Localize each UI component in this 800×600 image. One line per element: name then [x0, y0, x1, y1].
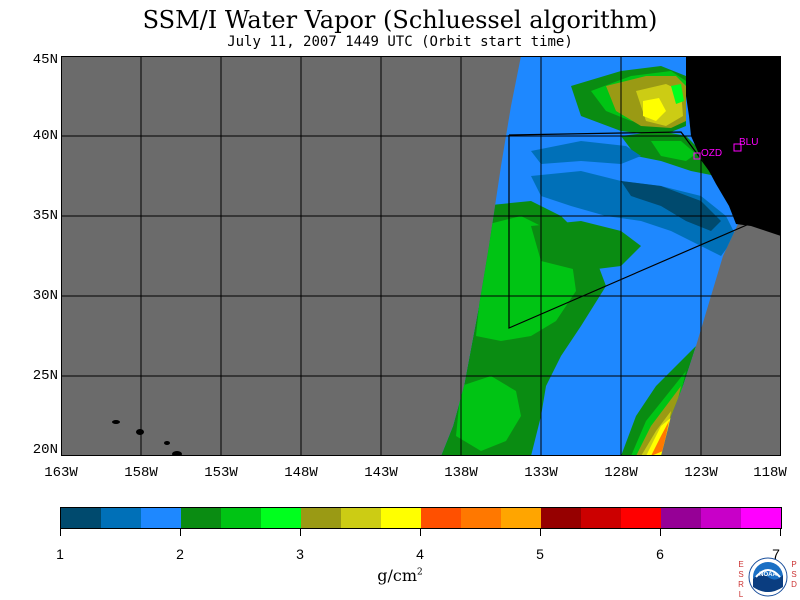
colorbar-swatch	[261, 508, 301, 528]
colorbar-tick-mark	[300, 528, 301, 536]
colorbar-swatch	[301, 508, 341, 528]
colorbar-tick-2: 2	[176, 546, 184, 562]
colorbar-swatch	[581, 508, 621, 528]
station-label-blu: BLU	[739, 137, 758, 148]
colorbar-tick-mark	[420, 528, 421, 536]
colorbar-swatch	[381, 508, 421, 528]
island	[136, 429, 144, 435]
unit-exponent: 2	[417, 567, 423, 578]
station-marker-ozd	[693, 152, 701, 160]
station-label-ozd: OZD	[701, 148, 722, 159]
lon-label-123w: 123W	[684, 465, 718, 481]
colorbar-swatch	[461, 508, 501, 528]
colorbar-swatch	[701, 508, 741, 528]
lon-label-118w: 118W	[753, 465, 787, 481]
noaa-logo-text: NOAA	[759, 572, 777, 578]
colorbar-swatch	[501, 508, 541, 528]
lat-label-35n: 35N	[32, 208, 58, 224]
map-title: SSM/I Water Vapor (Schluessel algorithm)	[142, 6, 658, 34]
colorbar-swatch	[141, 508, 181, 528]
lon-label-153w: 153W	[204, 465, 238, 481]
lon-label-138w: 138W	[444, 465, 478, 481]
colorbar-swatch	[61, 508, 101, 528]
colorbar-tick-mark	[660, 528, 661, 536]
colorbar-tick-7: 7	[772, 546, 780, 562]
colorbar-tick-4: 4	[416, 546, 424, 562]
grid-lines	[61, 56, 781, 456]
island	[112, 420, 120, 424]
colorbar-swatch	[421, 508, 461, 528]
lat-label-20n: 20N	[32, 442, 58, 458]
colorbar-unit: g/cm2	[0, 566, 800, 585]
colorbar-tick-3: 3	[296, 546, 304, 562]
colorbar-swatch	[661, 508, 701, 528]
lat-label-25n: 25N	[32, 368, 58, 384]
colorbar-swatch	[741, 508, 781, 528]
map-subtitle: July 11, 2007 1449 UTC (Orbit start time…	[227, 34, 573, 50]
map-canvas: OZD BLU	[61, 56, 781, 456]
lat-label-45n: 45N	[32, 52, 58, 68]
colorbar-swatch	[181, 508, 221, 528]
colorbar-tick-mark	[180, 528, 181, 536]
unit-text: g/cm	[377, 566, 418, 585]
colorbar-tick-5: 5	[536, 546, 544, 562]
colorbar-tick-6: 6	[656, 546, 664, 562]
colorbar-swatch	[621, 508, 661, 528]
colorbar-swatch	[341, 508, 381, 528]
island	[164, 441, 170, 445]
noaa-logo: NOAA	[748, 557, 788, 597]
lon-label-148w: 148W	[284, 465, 318, 481]
colorbar-swatch	[541, 508, 581, 528]
lon-label-158w: 158W	[124, 465, 158, 481]
station-marker-blu	[733, 143, 742, 152]
colorbar-tick-1: 1	[56, 546, 64, 562]
colorbar-tick-mark	[780, 528, 781, 536]
lon-label-143w: 143W	[364, 465, 398, 481]
colorbar-tick-mark	[60, 528, 61, 536]
map-frame	[61, 56, 781, 456]
island	[172, 451, 182, 456]
region-outline	[508, 131, 750, 329]
colorbar-swatch	[101, 508, 141, 528]
colorbar-swatch	[221, 508, 261, 528]
lat-label-30n: 30N	[32, 288, 58, 304]
colorbar	[60, 507, 782, 529]
water-vapor-map: OZD BLU	[61, 56, 781, 456]
colorbar-tick-mark	[540, 528, 541, 536]
lon-label-128w: 128W	[604, 465, 638, 481]
lon-label-163w: 163W	[44, 465, 78, 481]
lon-label-133w: 133W	[524, 465, 558, 481]
lat-label-40n: 40N	[32, 128, 58, 144]
